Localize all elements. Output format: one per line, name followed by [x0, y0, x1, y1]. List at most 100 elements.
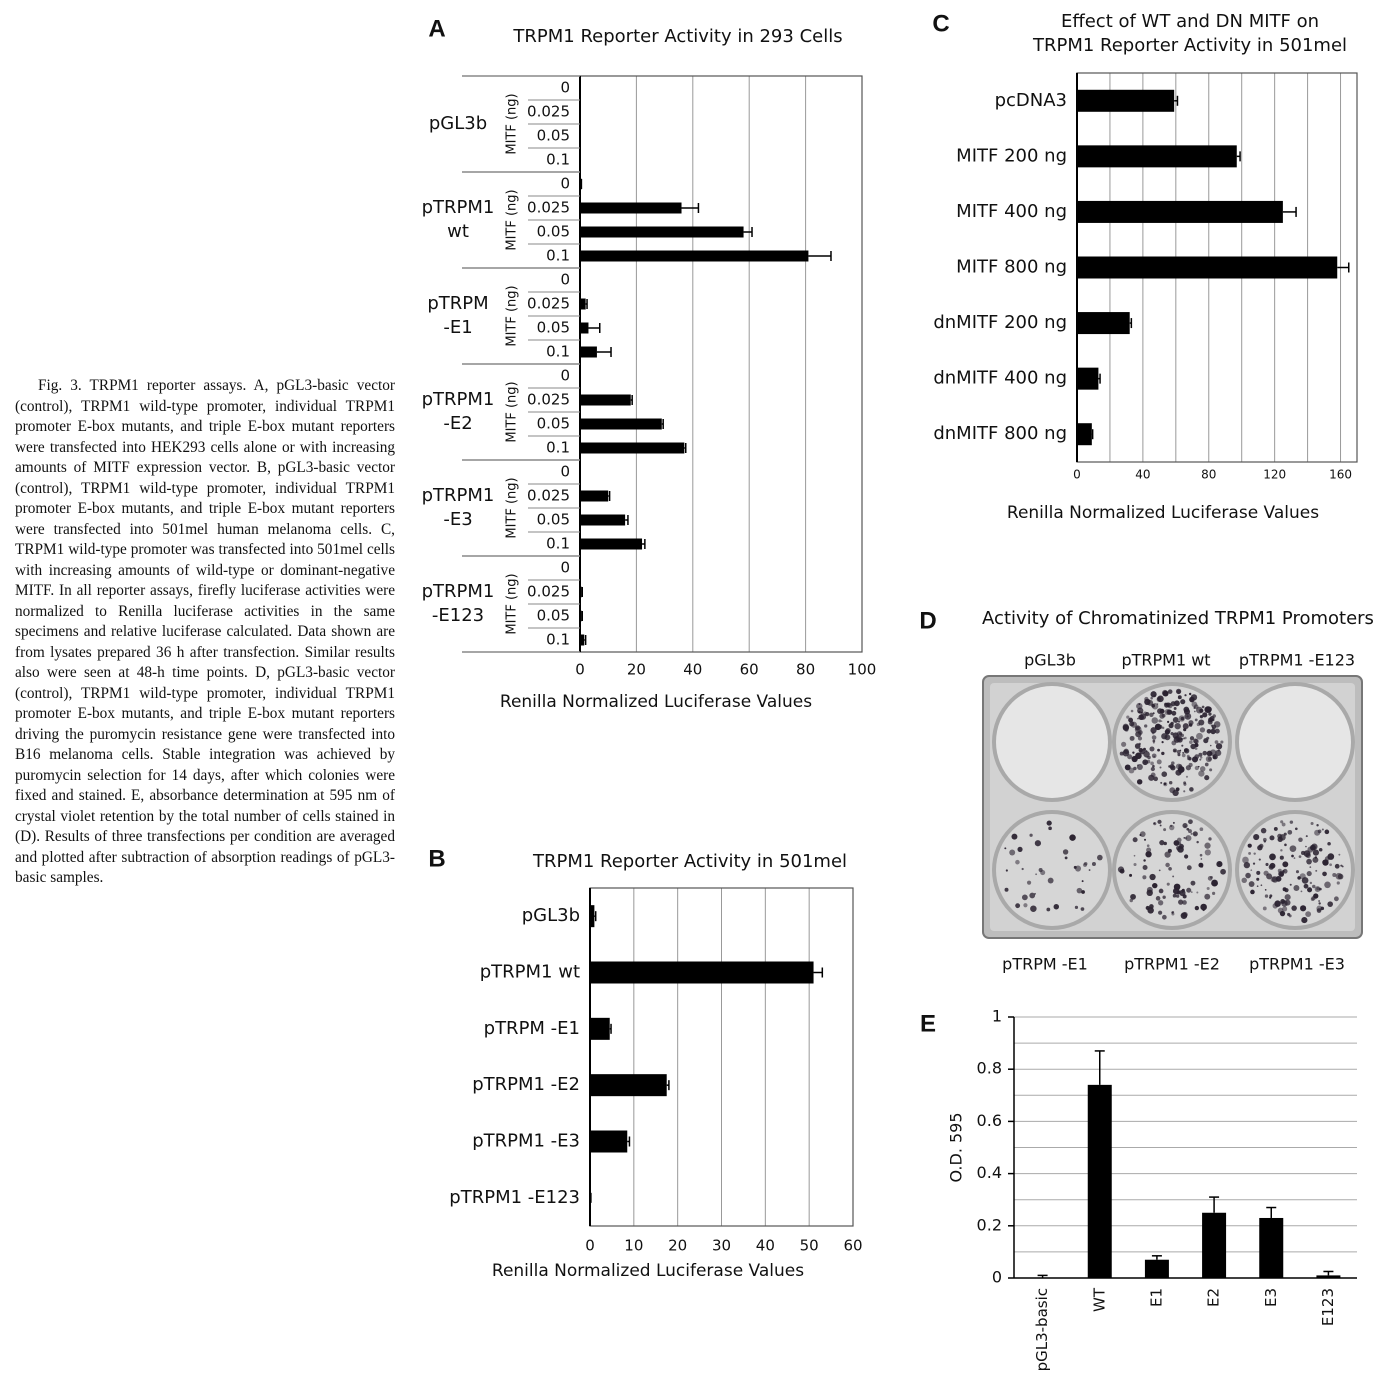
- colony: [1122, 724, 1130, 731]
- colony: [1305, 845, 1307, 848]
- y-tick-label: 1: [992, 1007, 1002, 1026]
- colony: [1142, 875, 1147, 880]
- colony: [1166, 882, 1170, 886]
- colony: [1189, 740, 1193, 744]
- colony: [1247, 843, 1252, 848]
- chart-title: TRPM1 Reporter Activity in 501mel: [532, 851, 847, 872]
- colony: [1312, 856, 1319, 863]
- colony: [1184, 825, 1187, 828]
- colony: [1179, 844, 1184, 849]
- colony: [1133, 862, 1137, 867]
- colony: [1208, 717, 1214, 723]
- colony: [1149, 746, 1155, 752]
- colony: [1309, 881, 1313, 885]
- x-tick-label: 30: [712, 1237, 731, 1255]
- x-tick-label: E1: [1147, 1288, 1165, 1307]
- well-interior: [1239, 814, 1351, 926]
- y-tick-label: 0.05: [537, 127, 570, 145]
- x-tick-label: 100: [848, 661, 877, 679]
- colony: [1029, 892, 1036, 899]
- x-tick-label: E3: [1262, 1288, 1280, 1307]
- colony: [1318, 900, 1321, 903]
- colony: [1023, 903, 1028, 908]
- colony: [1183, 781, 1187, 785]
- group-label: pTRPM1: [422, 389, 495, 410]
- colony: [1180, 699, 1186, 705]
- colony: [1172, 789, 1179, 797]
- colony: [1189, 787, 1194, 792]
- colony: [1139, 748, 1146, 755]
- colony: [1151, 703, 1156, 708]
- group-label: pTRPM: [427, 293, 488, 314]
- colony: [1017, 846, 1023, 852]
- colony: [1026, 880, 1032, 885]
- y-tick-label: pTRPM1 -E123: [449, 1187, 580, 1208]
- colony: [1200, 715, 1203, 718]
- colony: [1318, 902, 1321, 905]
- colony: [1306, 858, 1312, 865]
- colony: [1144, 698, 1151, 706]
- colony: [1204, 893, 1211, 900]
- colony: [1248, 881, 1255, 887]
- colony: [1284, 894, 1291, 901]
- colony: [1062, 849, 1069, 855]
- colony: [1021, 867, 1024, 871]
- colony: [1161, 771, 1168, 777]
- bar: [1077, 145, 1237, 168]
- y-tick-label: MITF 400 ng: [956, 201, 1067, 222]
- colony: [1280, 820, 1284, 824]
- colony: [1046, 907, 1051, 912]
- colony: [1064, 856, 1068, 860]
- group-axis-label: MITF (ng): [505, 189, 520, 250]
- colony: [1252, 862, 1256, 865]
- colony: [1035, 873, 1038, 876]
- colony: [1253, 852, 1256, 855]
- colony: [1318, 847, 1323, 852]
- colony: [1317, 829, 1322, 834]
- colony: [1322, 871, 1327, 877]
- colony: [1030, 905, 1037, 912]
- colony: [1188, 829, 1192, 834]
- colony: [1315, 869, 1318, 872]
- colony: [1167, 848, 1172, 853]
- colony: [1171, 761, 1175, 765]
- colony: [1076, 887, 1083, 894]
- group-axis-label: MITF (ng): [505, 477, 520, 538]
- colony: [1198, 862, 1204, 868]
- colony: [1312, 849, 1320, 856]
- colony: [1119, 751, 1124, 756]
- colony: [1117, 866, 1125, 873]
- y-tick-label: 0: [560, 79, 570, 97]
- y-tick-label: 0.05: [537, 607, 570, 625]
- colony: [1183, 837, 1186, 839]
- colony: [1201, 705, 1205, 709]
- colony: [1047, 877, 1054, 884]
- colony: [1152, 741, 1155, 744]
- well-interior: [1239, 686, 1351, 798]
- y-axis-label: O.D. 595: [947, 1112, 966, 1182]
- colony: [1245, 872, 1251, 879]
- colony: [1199, 766, 1206, 772]
- colony: [1199, 827, 1204, 832]
- colony: [1199, 727, 1206, 733]
- colony: [1310, 821, 1314, 826]
- colony: [1199, 853, 1203, 857]
- colony: [1154, 723, 1162, 731]
- colony: [1170, 765, 1176, 771]
- x-tick-label: 60: [843, 1237, 862, 1255]
- colony: [1336, 881, 1340, 885]
- y-tick-label: 0: [560, 463, 570, 481]
- colony: [1136, 763, 1143, 770]
- colony: [1190, 891, 1193, 893]
- colony: [1150, 696, 1153, 700]
- colony: [1270, 876, 1277, 883]
- colony: [1250, 889, 1255, 895]
- colony: [1200, 858, 1203, 860]
- y-tick-label: 0.1: [546, 439, 570, 457]
- colony: [1130, 721, 1138, 728]
- colony: [1173, 749, 1176, 753]
- colony: [1161, 713, 1166, 718]
- colony: [1142, 865, 1148, 871]
- y-tick-label: 0.2: [977, 1215, 1002, 1234]
- colony: [1137, 736, 1143, 741]
